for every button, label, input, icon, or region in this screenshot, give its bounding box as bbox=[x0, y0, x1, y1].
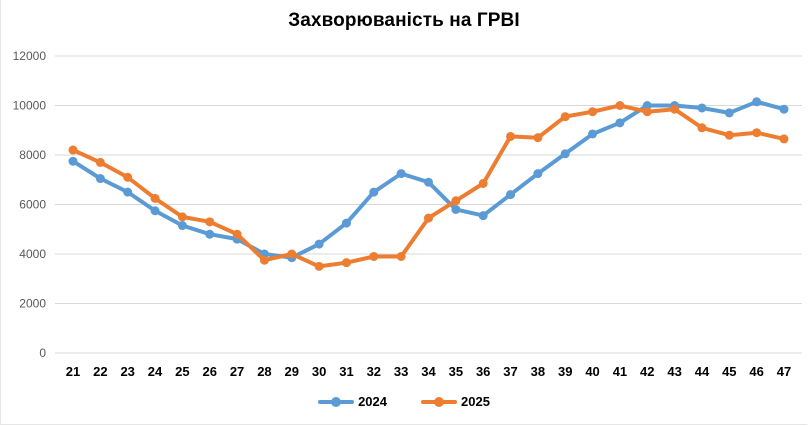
data-point bbox=[588, 107, 598, 117]
x-tick-label: 33 bbox=[394, 364, 408, 379]
data-point bbox=[95, 174, 105, 184]
data-point bbox=[95, 157, 105, 167]
data-point bbox=[68, 145, 78, 155]
data-point bbox=[424, 213, 433, 223]
data-point bbox=[752, 97, 762, 107]
data-point bbox=[779, 134, 789, 144]
y-tick-label: 4000 bbox=[19, 247, 46, 261]
data-point bbox=[615, 118, 625, 128]
x-tick-label: 43 bbox=[667, 364, 681, 379]
data-point bbox=[642, 107, 652, 117]
y-tick-label: 8000 bbox=[19, 148, 46, 162]
data-point bbox=[123, 172, 133, 182]
data-point bbox=[451, 196, 461, 206]
x-tick-label: 38 bbox=[531, 364, 545, 379]
data-point bbox=[724, 130, 734, 140]
data-point bbox=[150, 206, 160, 216]
data-point bbox=[314, 239, 324, 249]
data-point bbox=[478, 178, 488, 188]
data-point bbox=[396, 251, 406, 261]
x-tick-label: 29 bbox=[285, 364, 299, 379]
x-tick-label: 39 bbox=[558, 364, 572, 379]
data-point bbox=[177, 221, 187, 231]
y-tick-label: 2000 bbox=[19, 297, 46, 311]
legend-item-2025: 2025 bbox=[421, 394, 490, 409]
x-tick-label: 41 bbox=[613, 364, 627, 379]
data-point bbox=[533, 133, 543, 143]
x-tick-label: 42 bbox=[640, 364, 654, 379]
x-tick-label: 35 bbox=[449, 364, 463, 379]
legend-item-2024: 2024 bbox=[318, 394, 387, 409]
data-point bbox=[560, 149, 570, 159]
x-tick-label: 25 bbox=[175, 364, 189, 379]
x-tick-label: 32 bbox=[367, 364, 381, 379]
x-tick-label: 46 bbox=[749, 364, 763, 379]
data-point bbox=[259, 255, 269, 265]
legend: 2024 2025 bbox=[0, 394, 808, 409]
data-point bbox=[506, 131, 516, 141]
data-point bbox=[369, 251, 379, 261]
x-tick-label: 22 bbox=[93, 364, 107, 379]
data-point bbox=[150, 193, 160, 203]
data-point bbox=[205, 229, 215, 239]
x-tick-label: 34 bbox=[421, 364, 436, 379]
data-point bbox=[506, 190, 516, 200]
x-tick-label: 37 bbox=[503, 364, 517, 379]
series-2025 bbox=[68, 101, 789, 271]
data-point bbox=[369, 187, 379, 197]
chart-title: Захворюваність на ГРВІ bbox=[288, 10, 520, 31]
data-point bbox=[560, 112, 570, 122]
data-point bbox=[287, 249, 297, 259]
data-point bbox=[697, 123, 707, 133]
data-point bbox=[588, 129, 598, 139]
legend-label: 2025 bbox=[461, 394, 490, 409]
data-point bbox=[478, 211, 488, 221]
data-point bbox=[68, 156, 78, 166]
data-point bbox=[424, 177, 433, 187]
series-2024-swatch-icon bbox=[318, 396, 355, 407]
y-tick-label: 0 bbox=[39, 346, 46, 360]
series-2025-swatch-icon bbox=[421, 396, 457, 407]
legend-label: 2024 bbox=[358, 394, 387, 409]
x-tick-label: 36 bbox=[476, 364, 490, 379]
data-point bbox=[697, 103, 707, 113]
x-tick-label: 31 bbox=[339, 364, 353, 379]
data-point bbox=[177, 212, 187, 222]
y-tick-label: 12000 bbox=[13, 49, 47, 63]
data-point bbox=[205, 217, 215, 227]
x-tick-label: 21 bbox=[66, 364, 80, 379]
data-point bbox=[642, 101, 652, 110]
x-tick-label: 26 bbox=[202, 364, 216, 379]
data-point bbox=[314, 261, 324, 271]
data-point bbox=[752, 128, 762, 138]
data-point bbox=[451, 204, 461, 214]
x-tick-label: 44 bbox=[695, 364, 710, 379]
data-point bbox=[615, 101, 625, 110]
x-tick-label: 45 bbox=[722, 364, 736, 379]
data-point bbox=[396, 169, 406, 179]
data-point bbox=[533, 169, 543, 179]
x-tick-label: 28 bbox=[257, 364, 271, 379]
data-point bbox=[341, 218, 351, 228]
y-tick-label: 10000 bbox=[13, 99, 47, 113]
data-point bbox=[724, 108, 734, 118]
data-point bbox=[123, 187, 133, 197]
data-point bbox=[341, 258, 351, 268]
x-tick-label: 24 bbox=[148, 364, 163, 379]
x-tick-label: 47 bbox=[777, 364, 791, 379]
y-tick-label: 6000 bbox=[19, 198, 46, 212]
x-tick-label: 40 bbox=[585, 364, 599, 379]
data-point bbox=[779, 104, 789, 114]
data-point bbox=[670, 104, 680, 114]
x-tick-label: 23 bbox=[120, 364, 134, 379]
data-point bbox=[232, 229, 242, 239]
x-tick-label: 30 bbox=[312, 364, 326, 379]
series-2024 bbox=[68, 97, 789, 263]
x-tick-label: 27 bbox=[230, 364, 244, 379]
